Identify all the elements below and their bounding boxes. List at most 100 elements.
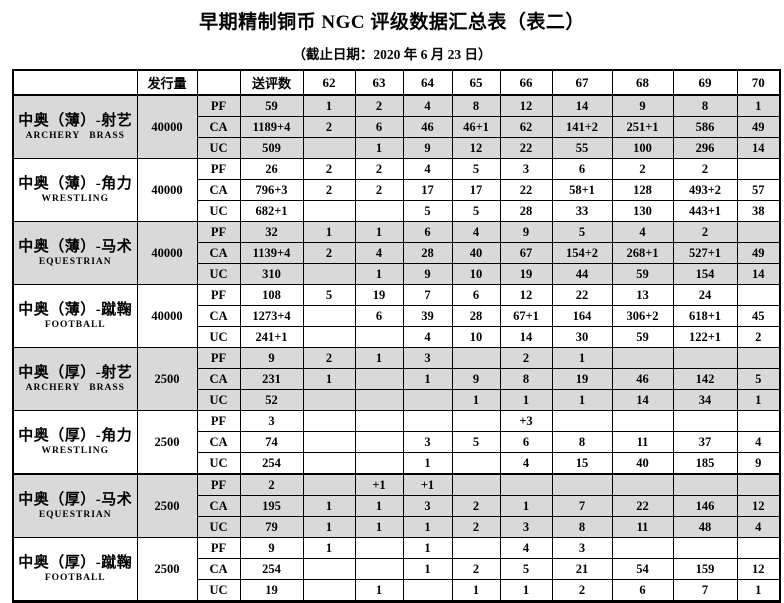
- grade-count-cell: 54: [611, 558, 674, 580]
- grade-count-cell: 30: [551, 326, 613, 348]
- grade-count-cell: [611, 410, 674, 432]
- submitted-count-cell: 241+1: [239, 326, 304, 348]
- grade-type-cell: UC: [196, 326, 241, 348]
- grade-count-cell: 296: [672, 137, 738, 159]
- grade-count-cell: 1: [302, 94, 356, 117]
- grade-type-cell: PF: [196, 284, 241, 306]
- table-row: UC 310 1 9 10 19 44 59 154 14: [13, 263, 781, 285]
- coin-name-chinese: 中奥（薄）-蹴鞠: [18, 301, 133, 318]
- grade-count-cell: 28: [402, 242, 453, 264]
- grade-count-cell: [451, 473, 501, 496]
- submitted-count-cell: 9: [239, 347, 304, 369]
- grade-count-cell: 62: [499, 116, 553, 138]
- grade-count-cell: 1: [451, 389, 501, 411]
- grade-count-cell: 3: [499, 158, 553, 180]
- grade-count-cell: 14: [611, 389, 674, 411]
- grade-count-cell: 22: [611, 495, 674, 517]
- grade-type-cell: UC: [196, 137, 241, 159]
- grade-count-cell: 40: [611, 452, 674, 475]
- grade-type-cell: PF: [196, 410, 241, 432]
- submitted-count-cell: 2: [239, 473, 304, 496]
- grade-count-cell: [672, 347, 738, 369]
- grade-count-cell: +3: [499, 410, 553, 432]
- mintage-cell: 40000: [136, 158, 198, 222]
- table-row: CA 195 1 1 3 2 1 7 22 146 12: [13, 495, 781, 517]
- grade-count-cell: 57: [736, 179, 781, 201]
- submitted-count-cell: 682+1: [239, 200, 304, 222]
- coin-name-english: WRESTLING: [41, 446, 110, 457]
- grade-count-cell: 2: [302, 116, 356, 138]
- coin-name-cell: 中奥（薄）-射艺 ARCHERY BRASS: [12, 94, 138, 159]
- grade-count-cell: [302, 558, 356, 580]
- grade-count-cell: [302, 326, 356, 348]
- coin-name-chinese: 中奥（薄）-射艺: [18, 112, 133, 129]
- grade-type-cell: UC: [196, 389, 241, 411]
- grade-type-cell: PF: [196, 537, 241, 559]
- grade-count-cell: 164: [551, 305, 613, 327]
- grade-count-cell: 4: [736, 431, 781, 453]
- grade-count-cell: 9: [499, 221, 553, 243]
- coin-name-cell: 中奥（厚）-蹴鞠 FOOTBALL: [12, 537, 138, 602]
- grade-type-cell: PF: [196, 473, 241, 496]
- coin-name-english: EQUESTRIAN: [38, 257, 112, 268]
- mintage-cell: 2500: [136, 473, 198, 538]
- grade-count-cell: 618+1: [672, 305, 738, 327]
- grade-count-cell: 1: [302, 537, 356, 559]
- submitted-count-cell: 32: [239, 221, 304, 243]
- grade-count-cell: [451, 410, 501, 432]
- grade-count-cell: [354, 452, 404, 475]
- submitted-count-cell: 26: [239, 158, 304, 180]
- coin-name-cell: 中奥（薄）-角力 WRESTLING: [12, 158, 138, 222]
- type-column-header: [196, 69, 241, 96]
- grade-count-cell: [736, 347, 781, 369]
- grade-count-cell: 4: [499, 537, 553, 559]
- grade-count-cell: 2: [354, 94, 404, 117]
- grade-count-cell: 2: [302, 179, 356, 201]
- grade-count-cell: 5: [451, 158, 501, 180]
- grade-type-cell: CA: [196, 495, 241, 517]
- grade-count-cell: 48: [672, 516, 738, 538]
- table-row: UC 254 1 4 15 40 185 9: [13, 452, 781, 475]
- grade-count-cell: 4: [611, 221, 674, 243]
- grade-count-cell: 2: [672, 158, 738, 180]
- grade-count-cell: 2: [451, 558, 501, 580]
- grade-count-cell: 6: [551, 158, 613, 180]
- submitted-count-cell: 231: [239, 368, 304, 390]
- grade-count-cell: 59: [611, 263, 674, 285]
- mintage-cell: 40000: [136, 221, 198, 285]
- submitted-column-header: 送评数: [239, 69, 304, 96]
- grade-count-cell: 141+2: [551, 116, 613, 138]
- grade-count-cell: 1: [736, 389, 781, 411]
- grade-type-cell: CA: [196, 116, 241, 138]
- grade-count-cell: [551, 410, 613, 432]
- grade-count-cell: 1: [402, 452, 453, 475]
- table-row: 中奥（厚）-蹴鞠 FOOTBALL 2500 PF 9 1 1 4 3: [12, 537, 781, 602]
- grade-count-cell: 9: [402, 263, 453, 285]
- grade-count-cell: 3: [402, 431, 453, 453]
- grade-count-cell: 9: [402, 137, 453, 159]
- grade-count-cell: 154+2: [551, 242, 613, 264]
- grade-count-cell: [611, 537, 674, 559]
- grade-type-cell: CA: [196, 558, 241, 580]
- submitted-count-cell: 9: [239, 537, 304, 559]
- grade-count-cell: 12: [451, 137, 501, 159]
- grade-count-cell: 8: [499, 368, 553, 390]
- grade-type-cell: CA: [196, 431, 241, 453]
- grade-count-cell: 19: [499, 263, 553, 285]
- grade-count-cell: 10: [451, 326, 501, 348]
- grade-type-cell: CA: [196, 179, 241, 201]
- grade-count-cell: 6: [354, 305, 404, 327]
- grade-count-cell: 2: [499, 347, 553, 369]
- grade-count-cell: [736, 473, 781, 496]
- grade-count-cell: [354, 431, 404, 453]
- grade-count-cell: 46: [611, 368, 674, 390]
- table-row: 中奥（厚）-射艺 ARCHERY BRASS 2500 PF 9 2 1 3 2 1: [12, 347, 781, 411]
- grade-count-cell: 100: [611, 137, 674, 159]
- grade-count-cell: 1: [499, 495, 553, 517]
- grade-count-cell: [302, 263, 356, 285]
- grade-count-cell: 1: [402, 537, 453, 559]
- table-row: UC 52 1 1 1 14 34 1: [13, 389, 781, 411]
- grade-63-column-header: 63: [354, 69, 404, 96]
- grade-count-cell: 12: [736, 558, 781, 580]
- table-row: 中奥（薄）-角力 WRESTLING 40000 PF 26 2 2 4 5 3 6 2 2: [12, 158, 781, 222]
